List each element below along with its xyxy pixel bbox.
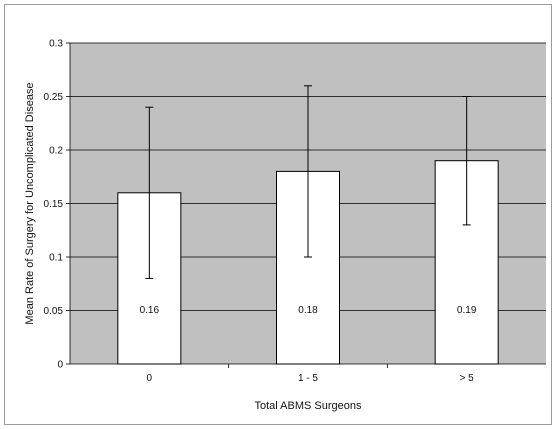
y-tick-label: 0.2	[49, 146, 63, 157]
y-tick-label: 0.25	[44, 92, 64, 103]
y-tick-label: 0	[57, 360, 63, 371]
y-axis-title: Mean Rate of Surgery for Uncomplicated D…	[24, 82, 36, 324]
y-tick-labels: 0 0.05 0.1 0.15 0.2 0.25 0.3	[44, 39, 64, 371]
y-tick-label: 0.3	[49, 39, 63, 50]
axes	[66, 42, 546, 368]
y-tick-label: 0.15	[44, 199, 64, 210]
data-labels: 0.16 0.18 0.19	[140, 305, 477, 316]
x-axis-title: Total ABMS Surgeons	[254, 400, 362, 412]
x-tick-label: 1 - 5	[298, 373, 318, 384]
y-tick-label: 0.1	[49, 253, 63, 264]
x-tick-label: 0	[147, 373, 153, 384]
data-label: 0.19	[457, 305, 477, 316]
x-tick-labels: 0 1 - 5 > 5	[147, 373, 475, 384]
x-tick-label: > 5	[460, 373, 475, 384]
y-tick-label: 0.05	[44, 306, 64, 317]
error-bars	[145, 85, 471, 279]
data-label: 0.18	[298, 305, 318, 316]
data-label: 0.16	[140, 305, 160, 316]
